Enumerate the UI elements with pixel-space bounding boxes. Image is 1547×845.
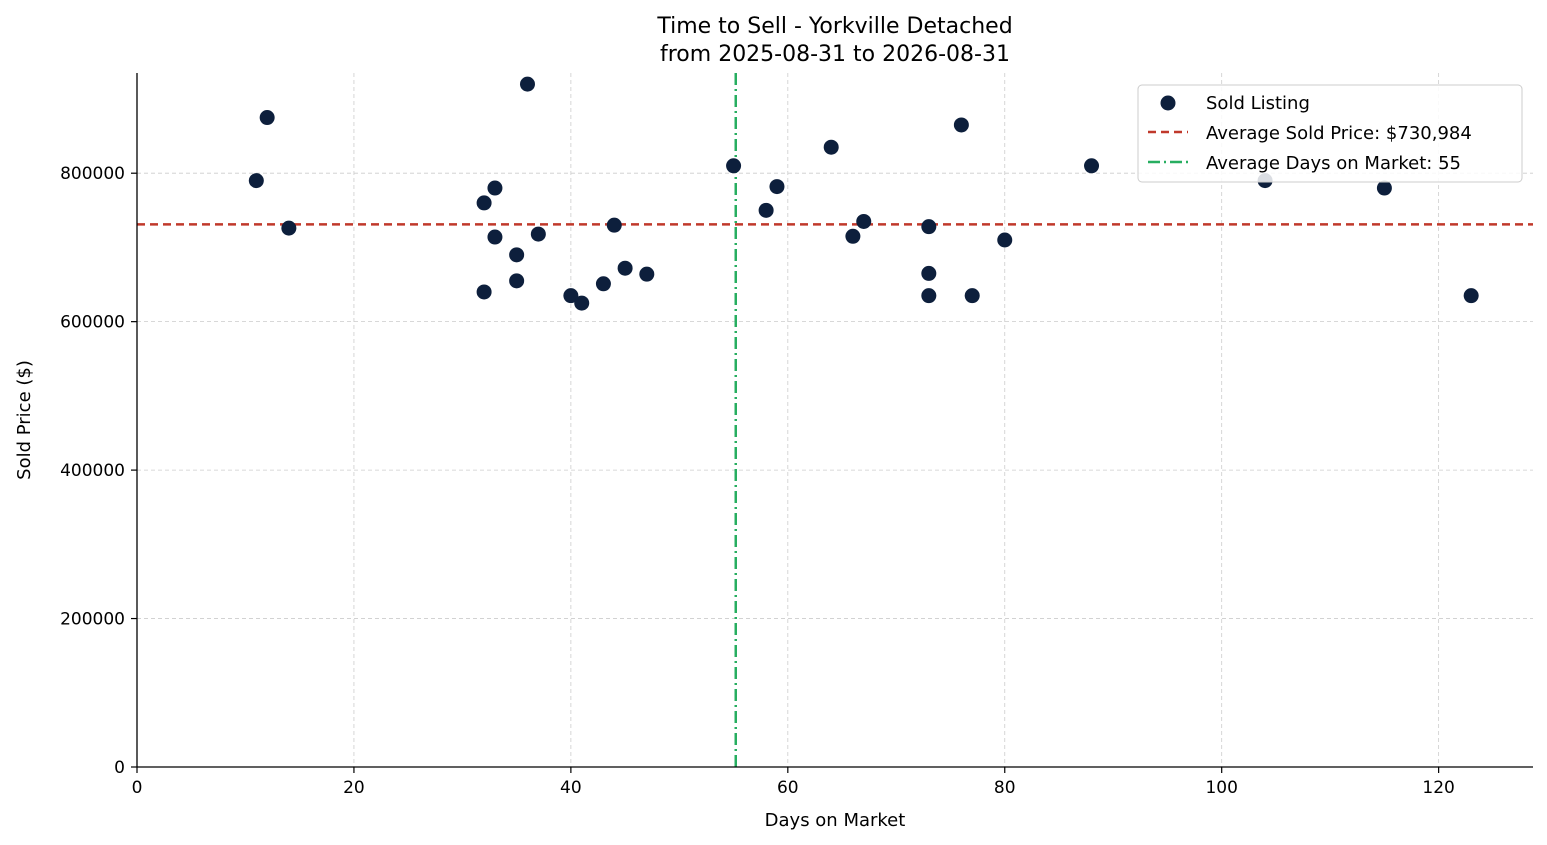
scatter-point bbox=[574, 295, 590, 311]
scatter-point bbox=[248, 173, 264, 189]
x-tick-label: 100 bbox=[1205, 778, 1237, 798]
legend-label-average-days: Average Days on Market: 55 bbox=[1206, 153, 1461, 174]
scatter-point bbox=[921, 288, 937, 304]
scatter-point bbox=[997, 232, 1013, 248]
axes bbox=[136, 73, 1533, 768]
scatter-point bbox=[487, 229, 503, 245]
scatter-point bbox=[1376, 180, 1392, 196]
y-axis-label: Sold Price ($) bbox=[14, 360, 35, 480]
x-tick-label: 0 bbox=[132, 778, 143, 798]
scatter-point bbox=[563, 288, 579, 304]
legend: Sold Listing Average Sold Price: $730,98… bbox=[1137, 84, 1523, 183]
scatter-point bbox=[509, 273, 525, 289]
scatter-point bbox=[856, 213, 872, 229]
x-axis-label: Days on Market bbox=[765, 810, 906, 831]
scatter-point bbox=[953, 117, 969, 133]
y-axis-ticks: 0 200000 400000 600000 800000 bbox=[60, 164, 137, 778]
chart-subtitle: from 2025-08-31 to 2026-08-31 bbox=[660, 42, 1010, 67]
legend-label-average-price: Average Sold Price: $730,984 bbox=[1206, 123, 1472, 144]
scatter-point bbox=[487, 180, 503, 196]
y-tick-label: 400000 bbox=[60, 461, 125, 481]
scatter-point bbox=[259, 110, 275, 126]
scatter-point bbox=[921, 265, 937, 281]
scatter-point bbox=[845, 228, 861, 244]
scatter-point bbox=[758, 202, 774, 218]
scatter-point bbox=[509, 247, 525, 263]
y-tick-label: 0 bbox=[114, 758, 125, 778]
x-tick-label: 20 bbox=[343, 778, 365, 798]
scatter-point bbox=[823, 139, 839, 155]
scatter-point bbox=[519, 76, 535, 92]
y-tick-label: 800000 bbox=[60, 164, 125, 184]
scatter-point bbox=[595, 276, 611, 292]
legend-label-sold-listing: Sold Listing bbox=[1206, 93, 1310, 114]
scatter-point bbox=[964, 288, 980, 304]
legend-marker-sold-listing bbox=[1160, 95, 1176, 111]
reference-lines bbox=[137, 73, 1533, 767]
y-tick-label: 200000 bbox=[60, 610, 125, 630]
scatter-point bbox=[476, 195, 492, 211]
scatter-point bbox=[476, 284, 492, 300]
scatter-point bbox=[281, 220, 297, 236]
scatter-point bbox=[921, 219, 937, 235]
x-axis-ticks: 0 20 40 60 80 100 120 bbox=[132, 767, 1455, 798]
x-tick-label: 60 bbox=[777, 778, 799, 798]
scatter-point bbox=[639, 266, 655, 282]
scatter-point bbox=[530, 226, 546, 242]
scatter-point bbox=[769, 179, 785, 195]
chart-title: Time to Sell - Yorkville Detached bbox=[656, 14, 1012, 39]
scatter-point bbox=[1463, 288, 1479, 304]
x-tick-label: 80 bbox=[994, 778, 1016, 798]
scatter-point bbox=[617, 260, 633, 276]
scatter-point bbox=[1084, 158, 1100, 174]
x-tick-label: 40 bbox=[560, 778, 582, 798]
scatter-point bbox=[726, 158, 742, 174]
grid bbox=[137, 73, 1533, 767]
scatter-points bbox=[248, 76, 1479, 311]
legend-box bbox=[1137, 84, 1523, 183]
x-tick-label: 120 bbox=[1422, 778, 1454, 798]
scatter-point bbox=[606, 217, 622, 233]
y-tick-label: 600000 bbox=[60, 313, 125, 333]
